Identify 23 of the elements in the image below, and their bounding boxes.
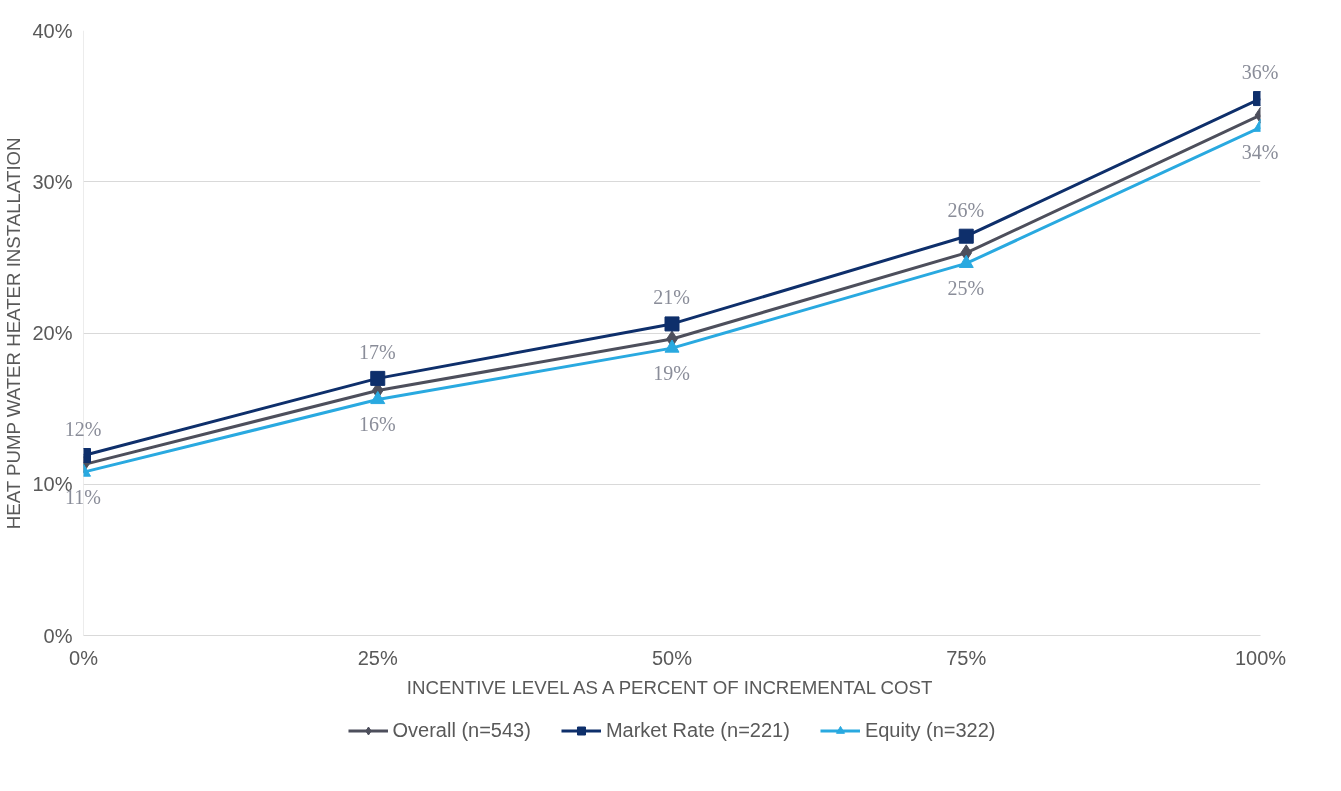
data-label: 16%	[358, 413, 396, 437]
x-tick-label: 25%	[357, 646, 398, 669]
data-label: 36%	[1241, 61, 1279, 85]
y-tick-label: 20%	[32, 322, 73, 344]
y-tick-label: 0%	[43, 624, 73, 647]
legend-label: Equity (n=322)	[864, 718, 996, 742]
y-tick-label: 40%	[32, 19, 73, 42]
data-label: 26%	[947, 198, 985, 222]
y-tick-label: 30%	[32, 170, 73, 193]
data-label: 25%	[947, 276, 985, 300]
data-label: 17%	[358, 340, 396, 364]
x-tick-label: 75%	[946, 646, 987, 669]
legend-label: Overall (n=543)	[392, 718, 531, 742]
data-label: 12%	[64, 418, 102, 441]
x-axis-title: INCENTIVE LEVEL AS A PERCENT OF INCREMENTAL COST	[406, 676, 933, 698]
data-label: 34%	[1241, 140, 1279, 164]
x-tick-label: 100%	[1234, 646, 1287, 669]
x-tick-label: 0%	[69, 646, 99, 669]
data-label: 19%	[653, 361, 690, 385]
legend-label: Market Rate (n=221)	[605, 718, 790, 742]
data-label: 21%	[653, 286, 690, 310]
y-axis-title: HEAT PUMP WATER HEATER INSTALLATION	[3, 137, 25, 530]
x-tick-label: 50%	[651, 646, 693, 669]
